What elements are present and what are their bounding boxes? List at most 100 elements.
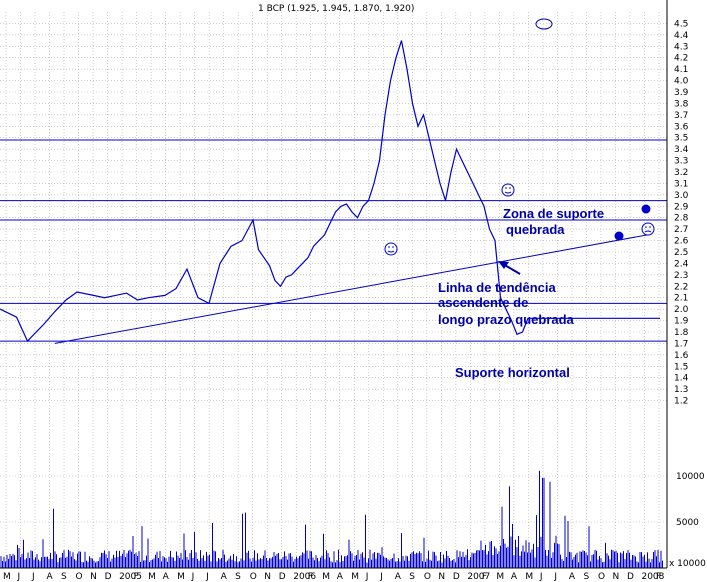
- price-tick-label: 3.2: [674, 168, 688, 178]
- x-tick-label: J: [31, 572, 35, 582]
- price-tick-label: 1.2: [674, 397, 688, 407]
- price-tick-label: 2.8: [674, 214, 689, 224]
- bomb-icon: [614, 231, 624, 241]
- price-series-line: [0, 40, 660, 343]
- x-tick-label: S: [583, 572, 589, 582]
- price-tick-label: 1.8: [674, 328, 689, 338]
- annotation-linha-tendencia-3: longo prazo quebrada: [438, 312, 575, 327]
- x-tick-label: O: [76, 572, 83, 582]
- x-tick-label: O: [598, 572, 605, 582]
- x-tick-label: F: [308, 572, 313, 582]
- price-tick-label: 3.4: [674, 145, 689, 155]
- x-tick-label: S: [61, 572, 67, 582]
- x-tick-label: O: [250, 572, 257, 582]
- price-tick-label: 4.3: [674, 42, 688, 52]
- volume-tick-label: 10000: [676, 472, 705, 482]
- x-tick-label: J: [205, 572, 209, 582]
- x-tick-label: A: [569, 572, 576, 582]
- volume-unit-label: x 10000: [669, 559, 706, 569]
- price-tick-label: 3.1: [674, 179, 688, 189]
- price-tick-label: 4.0: [674, 77, 689, 87]
- x-tick-label: 2007: [467, 572, 490, 582]
- price-tick-label: 2.1: [674, 294, 688, 304]
- x-tick-label: 2008: [641, 572, 664, 582]
- x-tick-label: F: [656, 572, 661, 582]
- x-tick-label: F: [134, 572, 139, 582]
- price-tick-label: 4.4: [674, 31, 689, 41]
- annotation-zona-de-suporte-2: quebrada: [506, 222, 565, 237]
- x-tick-label: S: [235, 572, 241, 582]
- x-tick-label: S: [409, 572, 415, 582]
- trend-arrow-head: [498, 261, 509, 269]
- x-tick-label: D: [105, 572, 112, 582]
- smiley-icon: [384, 242, 398, 256]
- price-tick-label: 4.2: [674, 54, 688, 64]
- x-tick-label: J: [191, 572, 195, 582]
- support-resistance-lines: [0, 139, 667, 342]
- price-tick-label: 2.5: [674, 248, 688, 258]
- x-tick-label: D: [279, 572, 286, 582]
- price-tick-label: 2.9: [674, 202, 689, 212]
- x-tick-label: A: [395, 572, 402, 582]
- price-tick-label: 1.7: [674, 339, 688, 349]
- price-tick-label: 1.4: [674, 374, 689, 384]
- price-tick-label: 1.6: [674, 351, 689, 361]
- x-tick-label: M: [322, 572, 330, 582]
- x-tick-label: J: [379, 572, 383, 582]
- annotation-suporte-horizontal: Suporte horizontal: [455, 365, 570, 380]
- price-tick-label: 3.0: [674, 191, 689, 201]
- grid-lines: [0, 12, 667, 568]
- volume-bars: [0, 470, 663, 568]
- x-tick-label: J: [553, 572, 557, 582]
- x-tick-label: N: [612, 572, 619, 582]
- price-tick-label: 3.5: [674, 134, 688, 144]
- x-tick-label: N: [264, 572, 271, 582]
- x-tick-label: J: [539, 572, 543, 582]
- price-tick-label: 2.7: [674, 225, 688, 235]
- x-tick-label: A: [163, 572, 170, 582]
- x-tick-label: N: [90, 572, 97, 582]
- price-tick-label: 3.6: [674, 122, 689, 132]
- price-tick-label: 2.6: [674, 237, 689, 247]
- x-tick-label: D: [627, 572, 634, 582]
- x-tick-label: J: [365, 572, 369, 582]
- price-tick-label: 3.9: [674, 88, 689, 98]
- volume-tick-label: 5000: [676, 518, 699, 528]
- x-tick-label: J: [17, 572, 21, 582]
- price-tick-label: 3.3: [674, 157, 688, 167]
- price-tick-label: 3.7: [674, 111, 688, 121]
- x-tick-label: M: [496, 572, 504, 582]
- trendline: [54, 234, 648, 344]
- x-tick-label: A: [221, 572, 228, 582]
- frown-icon: [641, 222, 655, 236]
- price-tick-label: 1.9: [674, 317, 689, 327]
- bull-icon: [535, 18, 553, 30]
- x-tick-label: A: [47, 572, 54, 582]
- price-tick-label: 4.1: [674, 65, 688, 75]
- chart-title: 1 BCP (1.925, 1.945, 1.870, 1.920): [258, 4, 414, 14]
- price-tick-label: 2.4: [674, 259, 689, 269]
- x-tick-label: D: [453, 572, 460, 582]
- volume-axis-ticks: 10000 5000 x 10000: [669, 472, 706, 569]
- x-tick-label: N: [438, 572, 445, 582]
- x-tick-label: M: [525, 572, 533, 582]
- price-tick-label: 4.5: [674, 19, 688, 29]
- annotation-zona-de-suporte: Zona de suporte: [503, 206, 604, 221]
- price-tick-label: 2.2: [674, 282, 688, 292]
- x-tick-label: M: [3, 572, 11, 582]
- bomb-icon: [641, 204, 651, 214]
- price-axis-ticks: 4.54.44.34.24.14.03.93.83.73.63.53.43.33…: [674, 19, 689, 406]
- x-tick-label: M: [148, 572, 156, 582]
- price-tick-label: 1.3: [674, 385, 688, 395]
- price-tick-label: 3.8: [674, 99, 689, 109]
- smiley-icon: [501, 183, 515, 197]
- x-tick-label: M: [351, 572, 359, 582]
- annotation-linha-tendencia-2: ascendente de: [438, 295, 528, 310]
- price-tick-label: 2.0: [674, 305, 689, 315]
- x-tick-label: 2006: [293, 572, 316, 582]
- x-tick-label: F: [482, 572, 487, 582]
- x-tick-label: 2005: [119, 572, 142, 582]
- price-tick-label: 1.5: [674, 362, 688, 372]
